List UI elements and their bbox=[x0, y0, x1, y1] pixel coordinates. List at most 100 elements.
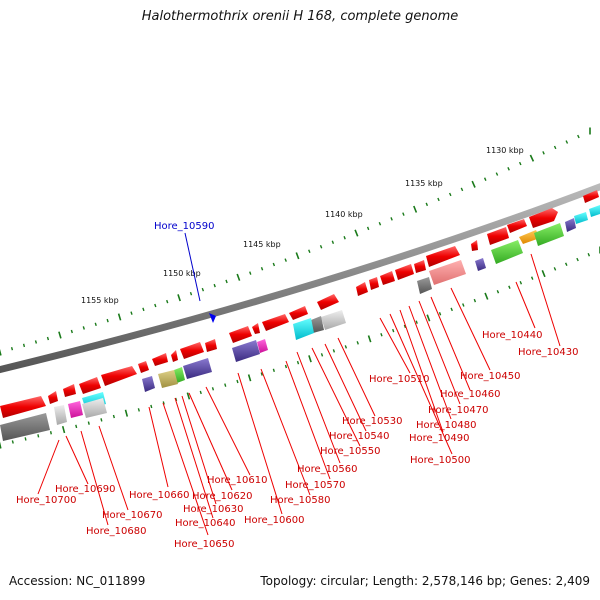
scale-tick bbox=[174, 397, 178, 402]
gene-feature[interactable] bbox=[565, 218, 576, 232]
gene-feature[interactable] bbox=[395, 264, 414, 280]
gene-label[interactable]: Hore_10490 bbox=[409, 433, 470, 444]
gene-feature[interactable] bbox=[68, 401, 83, 418]
gene-label[interactable]: Hore_10670 bbox=[102, 510, 163, 521]
gene-feature[interactable] bbox=[63, 384, 76, 397]
gene-feature[interactable] bbox=[589, 205, 600, 217]
gene-feature[interactable] bbox=[79, 377, 101, 394]
gene-feature[interactable] bbox=[369, 277, 379, 290]
gene-feature[interactable] bbox=[507, 219, 527, 233]
kbp-label: 1140 kbp bbox=[325, 210, 363, 219]
gene-feature[interactable] bbox=[417, 277, 432, 294]
gene-feature[interactable] bbox=[475, 258, 486, 271]
scale-tick bbox=[34, 340, 38, 344]
scale-tick bbox=[166, 299, 169, 304]
scale-tick bbox=[448, 192, 452, 197]
scale-tick bbox=[260, 267, 264, 271]
gene-feature[interactable] bbox=[205, 339, 217, 352]
gene-feature[interactable] bbox=[311, 316, 324, 333]
gene-label[interactable]: Hore_10620 bbox=[192, 491, 253, 502]
gene-feature[interactable] bbox=[534, 223, 564, 246]
scale-tick bbox=[124, 409, 129, 417]
gene-label[interactable]: Hore_10550 bbox=[320, 446, 381, 457]
scale-tick bbox=[100, 418, 103, 422]
gene-label[interactable]: Hore_10640 bbox=[175, 518, 236, 529]
scale-tick bbox=[530, 276, 534, 280]
gene-feature[interactable] bbox=[583, 190, 599, 203]
gene-feature[interactable] bbox=[429, 260, 466, 285]
gene-label[interactable]: Hore_10610 bbox=[207, 475, 268, 486]
gene-label[interactable]: Hore_10540 bbox=[329, 431, 390, 442]
scale-tick bbox=[70, 329, 73, 334]
gene-feature[interactable] bbox=[317, 294, 339, 310]
gene-feature[interactable] bbox=[82, 398, 107, 418]
gene-feature[interactable] bbox=[321, 310, 346, 330]
gene-label[interactable]: Hore_10500 bbox=[410, 455, 471, 466]
gene-label[interactable]: Hore_10480 bbox=[416, 420, 477, 431]
gene-feature[interactable] bbox=[289, 306, 308, 320]
gene-feature[interactable] bbox=[471, 240, 478, 251]
gene-label[interactable]: Hore_10600 bbox=[244, 515, 305, 526]
scale-tick bbox=[247, 374, 252, 382]
scale-tick bbox=[177, 294, 181, 302]
gene-feature[interactable] bbox=[183, 358, 212, 379]
gene-feature[interactable] bbox=[414, 260, 426, 273]
gene-label[interactable]: Hore_10510 bbox=[369, 374, 430, 385]
topology-info: Topology: circular; Length: 2,578,146 bp… bbox=[260, 574, 590, 588]
gene-feature[interactable] bbox=[171, 350, 178, 362]
gene-feature[interactable] bbox=[252, 323, 260, 334]
scale-tick bbox=[142, 307, 145, 312]
scale-tick bbox=[61, 425, 66, 434]
gene-feature[interactable] bbox=[138, 361, 149, 373]
scale-tick bbox=[438, 311, 442, 316]
scale-tick bbox=[450, 307, 453, 312]
gene-label[interactable]: Hore_10440 bbox=[482, 330, 543, 341]
gene-feature[interactable] bbox=[574, 212, 588, 224]
gene-feature[interactable] bbox=[174, 367, 185, 383]
gene-feature[interactable] bbox=[101, 366, 137, 386]
gene-label[interactable]: Hore_10460 bbox=[440, 389, 501, 400]
gene-feature[interactable] bbox=[232, 340, 260, 362]
gene-label[interactable]: Hore_10630 bbox=[183, 504, 244, 515]
gene-feature[interactable] bbox=[356, 282, 368, 296]
gene-feature[interactable] bbox=[0, 396, 46, 418]
gene-feature[interactable] bbox=[426, 246, 460, 267]
gene-feature[interactable] bbox=[0, 413, 50, 441]
gene-label[interactable]: Hore_10450 bbox=[460, 371, 521, 382]
scale-tick bbox=[295, 252, 300, 260]
gene-feature[interactable] bbox=[529, 208, 558, 228]
scale-tick bbox=[284, 258, 287, 262]
gene-feature[interactable] bbox=[142, 376, 155, 392]
gene-feature[interactable] bbox=[380, 271, 395, 285]
gene-feature[interactable] bbox=[229, 326, 252, 343]
gene-label[interactable]: Hore_10690 bbox=[55, 484, 116, 495]
gene-label[interactable]: Hore_10680 bbox=[86, 526, 147, 537]
scale-tick bbox=[320, 353, 324, 357]
scale-tick bbox=[495, 172, 499, 176]
gene-feature[interactable] bbox=[262, 314, 289, 331]
gene-feature[interactable] bbox=[54, 405, 67, 425]
gene-feature[interactable] bbox=[487, 227, 509, 245]
gene-label[interactable]: Hore_10650 bbox=[174, 539, 235, 550]
gene-feature[interactable] bbox=[491, 240, 523, 264]
gene-label[interactable]: Hore_10570 bbox=[285, 480, 346, 491]
gene-label[interactable]: Hore_10700 bbox=[16, 495, 77, 506]
gene-label[interactable]: Hore_10530 bbox=[342, 416, 403, 427]
gene-label[interactable]: Hore_10580 bbox=[270, 495, 331, 506]
gene-feature-highlighted[interactable] bbox=[209, 313, 216, 323]
gene-feature[interactable] bbox=[158, 370, 178, 388]
gene-label[interactable]: Hore_10430 bbox=[518, 347, 579, 358]
gene-feature[interactable] bbox=[180, 342, 204, 359]
gene-label[interactable]: Hore_10660 bbox=[129, 490, 190, 501]
gene-feature[interactable] bbox=[152, 353, 168, 366]
scale-tick bbox=[413, 205, 418, 213]
scale-tick bbox=[576, 257, 579, 262]
scale-tick bbox=[189, 291, 193, 296]
scale-tick bbox=[529, 154, 535, 162]
gene-feature[interactable] bbox=[257, 339, 268, 353]
gene-feature[interactable] bbox=[48, 391, 58, 404]
highlighted-gene-label[interactable]: Hore_10590 bbox=[154, 221, 215, 232]
gene-feature[interactable] bbox=[293, 318, 314, 340]
gene-label[interactable]: Hore_10470 bbox=[428, 405, 489, 416]
gene-label[interactable]: Hore_10560 bbox=[297, 464, 358, 475]
